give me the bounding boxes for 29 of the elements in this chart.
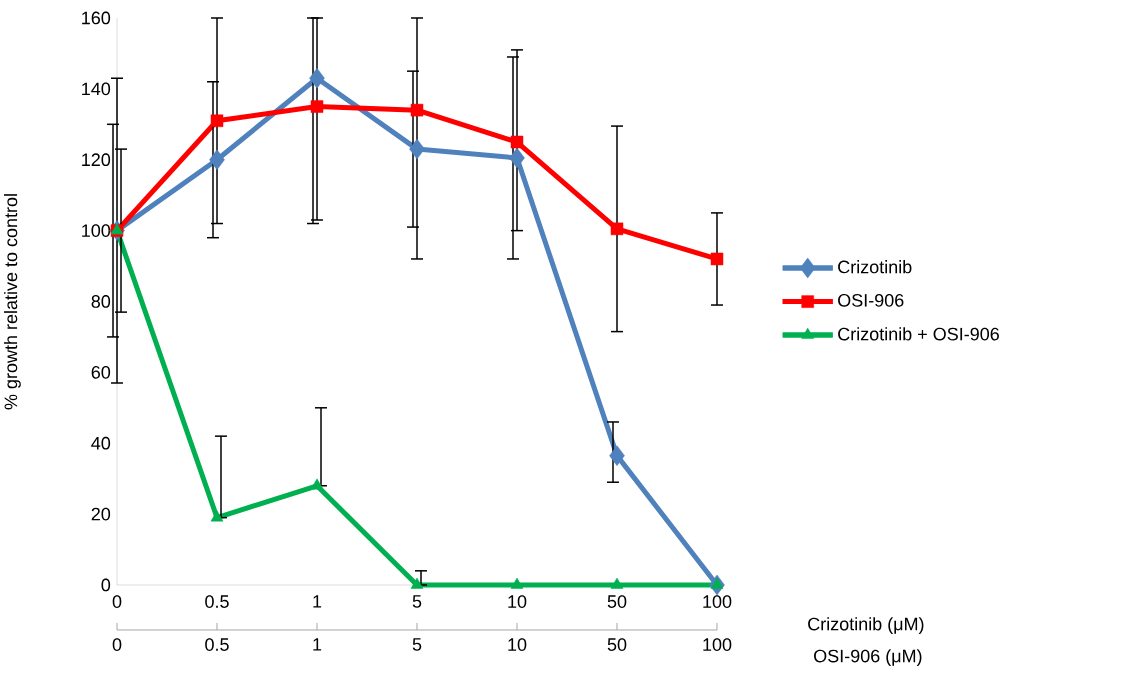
y-tick-label: 0 — [101, 578, 111, 592]
y-tick-label: 100 — [82, 224, 111, 237]
y-axis-title: % growth relative to control — [4, 194, 21, 410]
text: 50 — [607, 638, 627, 651]
legend-label: Crizotinib — [838, 260, 912, 274]
x-tick-label: 1 — [313, 595, 322, 608]
x2-axis-title: OSI-906 (μM) — [814, 649, 922, 666]
y-tick-label: 80 — [91, 295, 111, 308]
x-tick-label: 50 — [607, 595, 627, 608]
text: 0.5 — [205, 638, 229, 651]
y-tick-label: 40 — [91, 436, 111, 450]
legend-label: OSI-906 — [838, 293, 904, 307]
y-tick-label: 120 — [82, 153, 111, 167]
legend-label: Crizotinib + OSI-906 — [838, 327, 999, 341]
text: 10 — [508, 638, 527, 651]
x-tick-label: 100 — [703, 595, 732, 608]
y-tick-label: 20 — [91, 507, 111, 521]
text: 100 — [703, 638, 732, 651]
x-tick-label: 0 — [112, 595, 122, 608]
y-tick-label: 160 — [82, 11, 111, 25]
x-tick-label: 10 — [508, 595, 527, 608]
x-tick-label: 0.5 — [205, 595, 229, 608]
x-tick-label: 5 — [412, 595, 422, 608]
text: 5 — [412, 638, 422, 651]
text: 0 — [112, 638, 122, 651]
y-tick-label: 60 — [91, 365, 111, 379]
x-axis-title: Crizotinib (μM) — [808, 617, 924, 634]
y-tick-label: 140 — [82, 82, 111, 96]
text: 1 — [313, 638, 322, 651]
